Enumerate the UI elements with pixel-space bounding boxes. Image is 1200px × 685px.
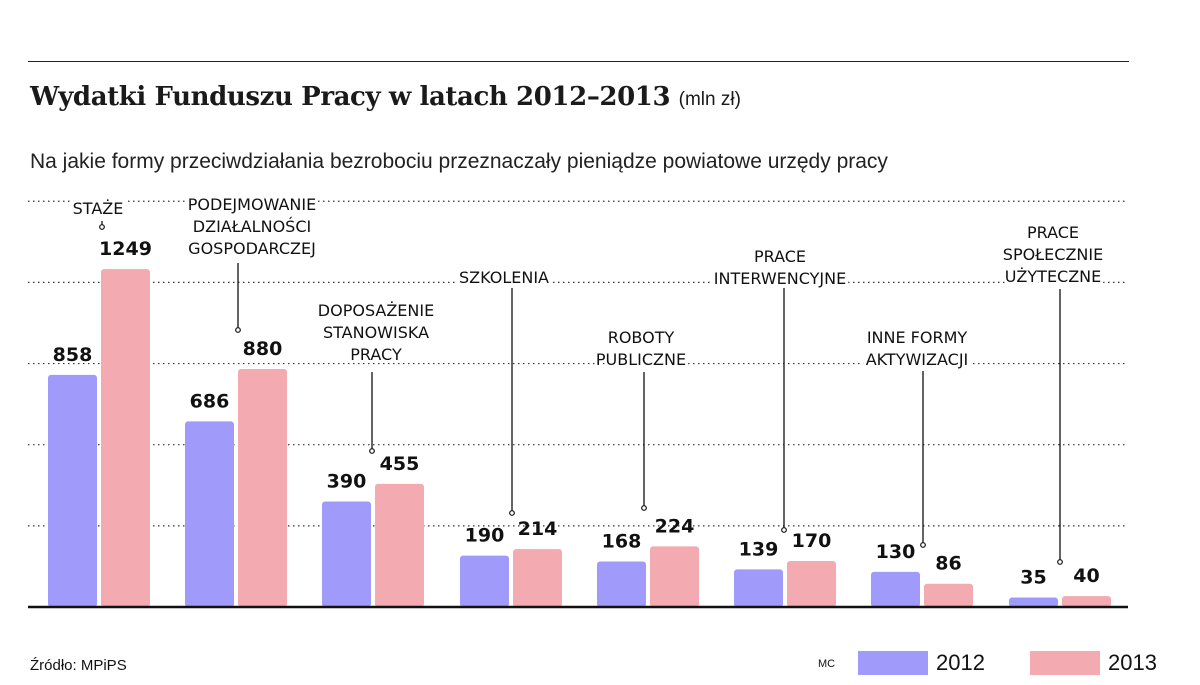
bar-2012 xyxy=(185,421,234,607)
title-unit: (mln zł) xyxy=(678,89,741,110)
category-label: DZIAŁALNOŚCI xyxy=(193,217,311,236)
bar-2012 xyxy=(460,555,509,607)
value-label-2012: 190 xyxy=(465,525,505,547)
category-label: INTERWENCYJNE xyxy=(714,269,846,288)
bar-2012 xyxy=(734,569,783,607)
category-label: STANOWISKA xyxy=(323,323,429,342)
value-label-2013: 880 xyxy=(243,338,283,360)
label-connector-dot xyxy=(920,542,926,548)
bar-2012 xyxy=(48,374,97,607)
value-label-2013: 40 xyxy=(1073,565,1099,587)
bar-2013 xyxy=(238,368,287,607)
legend-label-2013: 2013 xyxy=(1108,650,1157,675)
bar-2013 xyxy=(924,583,973,607)
legend-item-2013: 2013 xyxy=(1030,650,1157,676)
bar-2013 xyxy=(513,549,562,607)
category-label: STAŻE xyxy=(73,199,124,218)
bar-2012 xyxy=(871,571,920,607)
category-label: INNE FORMY xyxy=(867,328,968,347)
category-label: PODEJMOWANIE xyxy=(188,195,316,214)
bar-2012 xyxy=(597,561,646,607)
value-label-2012: 139 xyxy=(739,538,779,560)
value-label-2012: 168 xyxy=(602,531,642,553)
value-label-2012: 35 xyxy=(1020,567,1046,589)
bar-2013 xyxy=(101,269,150,607)
value-label-2012: 858 xyxy=(53,344,93,366)
value-label-2013: 1249 xyxy=(99,238,152,260)
title-text: Wydatki Funduszu Pracy w latach 2012–201… xyxy=(30,82,671,112)
value-label-2013: 455 xyxy=(380,453,420,475)
label-connector-dot xyxy=(781,527,787,533)
chart-title: Wydatki Funduszu Pracy w latach 2012–201… xyxy=(30,82,741,112)
category-label: GOSPODARCZEJ xyxy=(188,239,316,258)
chart-subtitle: Na jakie formy przeciwdziałania bezroboc… xyxy=(30,150,888,173)
bar-2013 xyxy=(1062,596,1111,607)
category-label: AKTYWIZACJI xyxy=(866,350,969,369)
value-label-2013: 214 xyxy=(518,518,558,540)
label-connector-dot xyxy=(99,224,105,230)
category-label: PUBLICZNE xyxy=(596,350,686,369)
author-credit: MC xyxy=(818,658,836,670)
bar-2012 xyxy=(322,501,371,607)
value-label-2012: 686 xyxy=(190,390,230,412)
category-label: PRACY xyxy=(350,345,402,364)
category-label: SZKOLENIA xyxy=(459,268,549,287)
category-label: ROBOTY xyxy=(608,328,675,347)
value-label-2013: 86 xyxy=(935,553,961,575)
value-label-2013: 224 xyxy=(655,515,695,537)
label-connector-dot xyxy=(509,510,515,516)
value-label-2012: 130 xyxy=(876,541,916,563)
label-connector-dot xyxy=(1057,559,1063,565)
bar-2012 xyxy=(1009,597,1058,607)
category-label: UŻYTECZNE xyxy=(1005,267,1102,286)
legend-swatch-2013 xyxy=(1030,651,1100,675)
source-note: Źródło: MPiPS xyxy=(30,657,127,674)
value-label-2013: 170 xyxy=(792,530,832,552)
legend-item-2012: 2012 xyxy=(858,650,985,676)
category-label: PRACE xyxy=(1027,223,1079,242)
category-label: PRACE xyxy=(754,247,806,266)
label-connector-dot xyxy=(369,448,375,454)
category-label: SPOŁECZNIE xyxy=(1003,245,1103,264)
bar-2013 xyxy=(650,546,699,607)
bar-2013 xyxy=(375,483,424,607)
label-connector-dot xyxy=(641,505,647,511)
legend-swatch-2012 xyxy=(858,651,928,675)
legend-label-2012: 2012 xyxy=(936,650,985,675)
bar-2013 xyxy=(787,561,836,607)
label-connector-dot xyxy=(235,327,241,333)
top-rule xyxy=(28,61,1129,62)
value-label-2012: 390 xyxy=(327,471,367,493)
category-label: DOPOSAŻENIE xyxy=(318,301,434,320)
